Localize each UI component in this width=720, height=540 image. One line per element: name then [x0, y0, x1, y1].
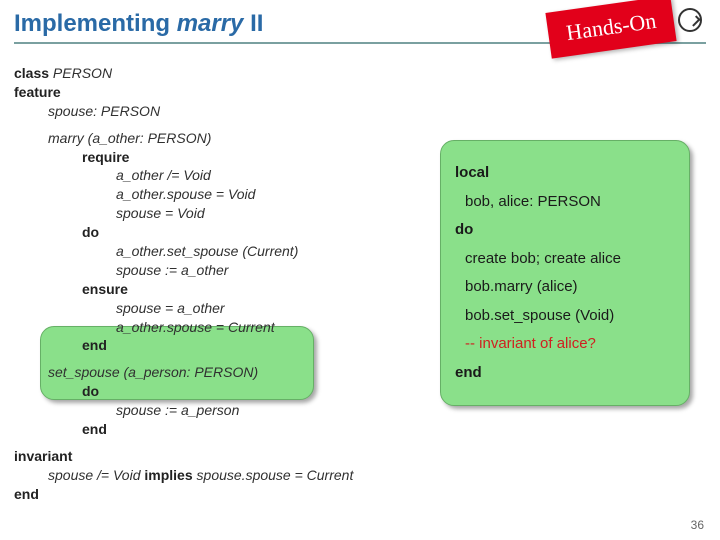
code-line: spouse := a_other — [14, 261, 353, 280]
title-emphasis: marry — [177, 10, 244, 37]
slide: Implementing marry II Hands-On class PER… — [0, 0, 720, 540]
title-main: Implementing — [14, 10, 170, 37]
code-line: spouse = Void — [14, 204, 353, 223]
code-line: require — [14, 148, 353, 167]
code-line: a_other.spouse = Current — [14, 318, 353, 337]
code-line: ensure — [14, 280, 353, 299]
code-line: a_other.spouse = Void — [14, 185, 353, 204]
code-line: end — [14, 420, 353, 439]
code-line: end — [455, 359, 675, 388]
code-line: do — [455, 216, 675, 245]
code-line: feature — [14, 83, 353, 102]
code-line: end — [14, 336, 353, 355]
code-line: set_spouse (a_person: PERSON) — [14, 363, 353, 382]
code-line: spouse /= Void implies spouse.spouse = C… — [14, 466, 353, 485]
code-line: bob, alice: PERSON — [455, 188, 675, 217]
page-number: 36 — [691, 518, 704, 532]
hands-on-badge: Hands-On — [545, 0, 677, 59]
code-line: a_other.set_spouse (Current) — [14, 242, 353, 261]
code-line: local — [455, 159, 675, 188]
code-line: spouse := a_person — [14, 401, 353, 420]
title-suffix: II — [250, 10, 263, 37]
code-line: bob.set_spouse (Void) — [455, 302, 675, 331]
code-block-example: local bob, alice: PERSON do create bob; … — [440, 140, 690, 406]
code-comment: -- invariant of alice? — [455, 330, 675, 359]
code-line: do — [14, 382, 353, 401]
code-line: marry (a_other: PERSON) — [14, 129, 353, 148]
code-line: a_other /= Void — [14, 166, 353, 185]
code-line: bob.marry (alice) — [455, 273, 675, 302]
code-line: end — [14, 485, 353, 504]
slide-logo-icon — [678, 8, 702, 32]
code-line: class PERSON — [14, 64, 353, 83]
code-line: spouse = a_other — [14, 299, 353, 318]
code-block-main: class PERSON feature spouse: PERSON marr… — [14, 64, 353, 504]
code-line: invariant — [14, 447, 353, 466]
code-line: do — [14, 223, 353, 242]
code-line: create bob; create alice — [455, 245, 675, 274]
code-line: spouse: PERSON — [14, 102, 353, 121]
